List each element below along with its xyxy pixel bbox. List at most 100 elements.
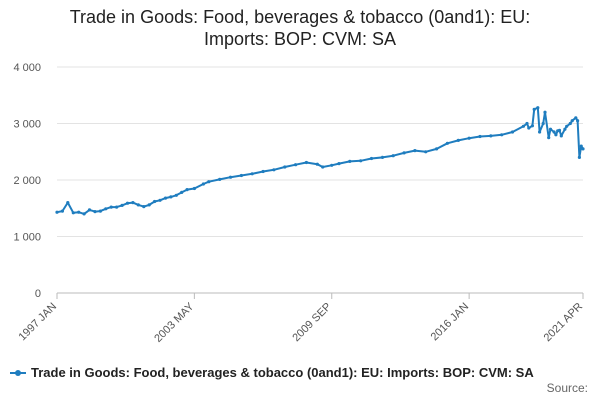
data-point — [147, 203, 151, 207]
y-tick-label: 1 000 — [13, 232, 41, 244]
data-point — [478, 134, 482, 139]
data-point — [330, 163, 334, 167]
x-tick-label: 2021 APR — [542, 301, 586, 345]
data-point — [77, 210, 81, 214]
data-point — [87, 208, 92, 212]
legend-swatch — [10, 369, 26, 376]
data-point — [304, 160, 308, 165]
data-point — [169, 195, 173, 199]
axes — [56, 292, 584, 299]
data-point — [424, 150, 428, 154]
series-layer — [55, 106, 585, 216]
data-point — [435, 147, 439, 151]
data-point — [547, 136, 551, 140]
y-tick-label: 4 000 — [13, 62, 41, 74]
y-tick-label: 2 000 — [13, 175, 41, 187]
data-point — [153, 199, 157, 204]
data-point — [576, 119, 580, 123]
data-point — [402, 151, 406, 155]
data-point — [456, 138, 460, 142]
data-point — [158, 198, 162, 202]
data-point — [568, 121, 572, 126]
grid-lines — [57, 66, 583, 237]
data-point — [55, 210, 59, 214]
data-point — [250, 172, 254, 176]
data-point — [337, 162, 341, 166]
data-point — [413, 149, 417, 153]
data-point — [552, 130, 556, 134]
data-point — [218, 177, 222, 181]
data-point — [82, 212, 86, 216]
data-point — [228, 175, 233, 179]
data-point — [527, 126, 531, 130]
data-point — [467, 136, 471, 140]
data-point — [239, 173, 243, 178]
data-point — [283, 165, 287, 169]
data-point — [525, 121, 529, 126]
data-point — [201, 182, 205, 186]
source-label: Source: — [546, 381, 588, 395]
data-point — [163, 196, 168, 200]
data-point — [109, 205, 113, 209]
data-point — [581, 147, 585, 151]
data-point — [136, 203, 140, 207]
data-point — [559, 134, 563, 138]
data-point — [180, 190, 184, 194]
data-point — [261, 169, 265, 174]
data-point — [579, 144, 583, 148]
data-point — [577, 155, 582, 159]
data-point — [174, 193, 178, 197]
chart-title-line-1: Trade in Goods: Food, beverages & tobacc… — [69, 7, 531, 27]
data-point — [115, 205, 119, 209]
data-point — [532, 107, 536, 111]
data-point — [543, 110, 547, 114]
data-point — [60, 209, 64, 213]
data-point — [348, 159, 352, 163]
data-point — [570, 119, 574, 123]
data-point — [294, 163, 298, 167]
data-point — [557, 128, 562, 132]
data-point — [565, 124, 569, 128]
data-point — [359, 159, 363, 163]
tick-labels: 0 1 000 2 000 3 000 4 000 1997 JAN 2003 MAY 200… — [13, 62, 585, 345]
legend-label: Trade in Goods: Food, beverages & tobacc… — [31, 365, 534, 380]
data-point — [98, 209, 102, 213]
chart-title-line-2: Imports: BOP: CVM: SA — [203, 29, 397, 49]
data-point — [536, 106, 540, 110]
data-point — [321, 165, 325, 169]
data-point — [445, 141, 449, 145]
x-tick-label: 2016 JAN — [429, 301, 472, 344]
data-point — [125, 201, 130, 205]
data-point — [538, 130, 542, 134]
data-point — [369, 156, 374, 161]
data-point — [66, 201, 70, 205]
series-line — [56, 106, 584, 215]
y-tick-label: 0 — [35, 288, 41, 300]
data-point — [142, 205, 146, 209]
data-point — [185, 188, 189, 192]
data-point — [510, 130, 515, 134]
data-point — [521, 124, 526, 128]
data-point — [104, 207, 108, 211]
data-point — [554, 133, 558, 137]
data-point — [315, 162, 319, 166]
data-point — [380, 155, 384, 159]
x-tick-label: 2003 MAY — [152, 300, 197, 345]
legend[interactable]: Trade in Goods: Food, beverages & tobacc… — [10, 365, 595, 380]
data-point — [563, 127, 567, 131]
y-tick-label: 3 000 — [13, 119, 41, 131]
data-point — [207, 180, 211, 184]
data-point — [391, 154, 395, 158]
x-tick-label: 2009 SEP — [290, 301, 334, 345]
data-point — [120, 203, 124, 207]
data-point — [93, 210, 97, 214]
data-point — [574, 116, 578, 120]
x-tick-label: 1997 JAN — [16, 301, 59, 344]
data-point — [530, 124, 535, 128]
data-point — [489, 134, 493, 138]
data-point — [548, 127, 553, 131]
data-point — [272, 168, 276, 172]
data-point — [500, 133, 504, 137]
